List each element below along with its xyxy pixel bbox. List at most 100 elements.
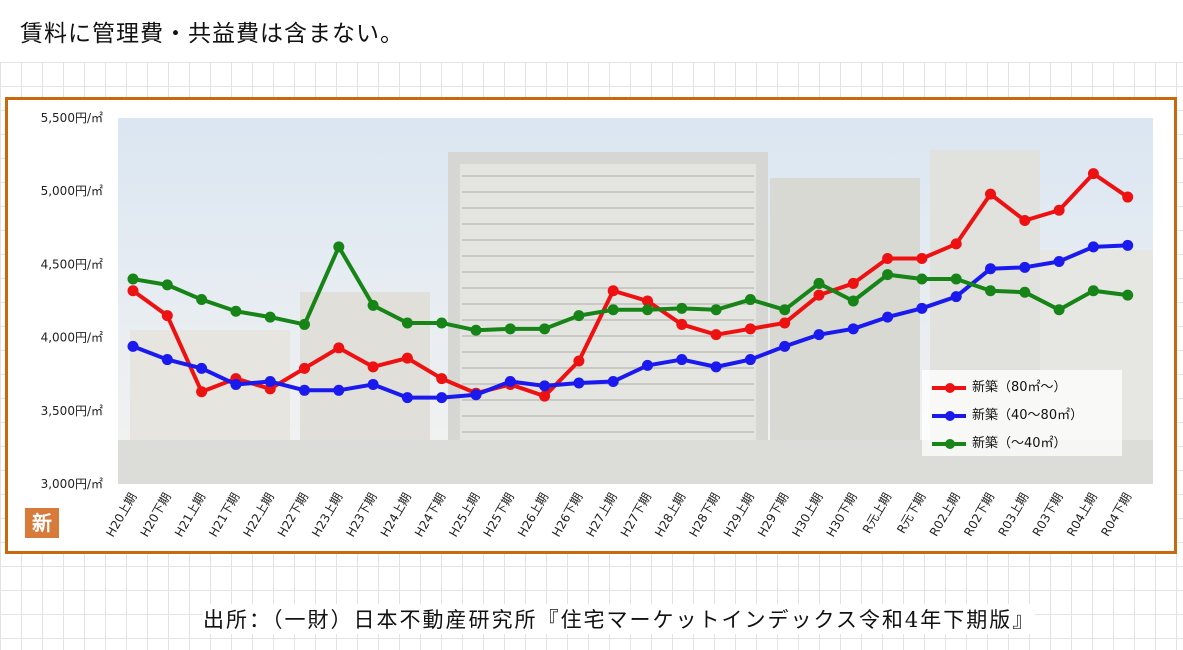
series-0-point xyxy=(367,361,379,373)
series-0-point xyxy=(436,373,448,385)
series-1-point xyxy=(1019,261,1031,273)
series-1-point xyxy=(539,380,551,392)
series-2-point xyxy=(367,299,379,311)
series-0-point xyxy=(1053,204,1065,216)
series-1-point xyxy=(573,377,585,389)
legend-label: 新築（～40㎡） xyxy=(972,436,1067,451)
series-2-point xyxy=(230,305,242,317)
x-tick-label: R02下期 xyxy=(961,491,997,539)
series-2-point xyxy=(1087,285,1099,297)
y-tick-label: 5,500円/㎡ xyxy=(41,111,103,125)
x-tick-label: H23上期 xyxy=(309,491,345,540)
legend-item-large: 新築（80㎡～） xyxy=(932,376,1067,395)
series-2-point xyxy=(333,241,345,253)
x-tick-label: H28上期 xyxy=(652,491,688,540)
series-line-0 xyxy=(131,171,1129,399)
x-tick-label: H20上期 xyxy=(103,491,139,540)
x-tick-label: R02上期 xyxy=(927,491,963,539)
legend-swatch-blue xyxy=(932,410,966,421)
series-1-point xyxy=(916,302,928,314)
series-1-point xyxy=(779,340,791,352)
series-0-point xyxy=(573,355,585,367)
series-0-point xyxy=(333,342,345,354)
series-2-point xyxy=(642,304,653,316)
series-2-point xyxy=(744,294,756,306)
series-0-point xyxy=(161,310,173,322)
x-tick-label: R03下期 xyxy=(1030,491,1066,539)
x-tick-label: R03上期 xyxy=(995,491,1031,539)
x-tick-label: H30上期 xyxy=(789,491,825,540)
series-1-point xyxy=(710,361,722,373)
series-2-point xyxy=(916,273,928,285)
x-tick-label: H21上期 xyxy=(172,491,208,540)
series-2-point xyxy=(573,310,585,322)
series-1-point xyxy=(1053,255,1065,267)
x-tick-label: H28下期 xyxy=(686,491,722,540)
x-tick-label: H22下期 xyxy=(275,491,311,540)
series-0-point xyxy=(676,318,688,330)
series-0-point xyxy=(813,289,825,301)
series-2-point xyxy=(676,302,688,314)
series-2-point xyxy=(1019,286,1031,298)
series-line-1 xyxy=(132,243,1128,400)
series-1-point xyxy=(950,291,962,303)
legend-swatch-green xyxy=(932,438,966,449)
series-2-point xyxy=(710,304,722,316)
y-tick-label: 3,000円/㎡ xyxy=(41,477,103,491)
series-0-point xyxy=(1019,214,1031,226)
series-2-point xyxy=(436,317,448,329)
x-tick-label: R元上期 xyxy=(860,491,894,536)
series-1-point xyxy=(401,392,413,404)
series-0-point xyxy=(882,253,894,265)
series-2-point xyxy=(299,318,310,330)
series-1-point xyxy=(642,359,653,371)
series-line-2 xyxy=(132,244,1128,333)
series-0-point xyxy=(779,317,791,329)
series-0-point xyxy=(299,362,310,374)
background-photo xyxy=(118,118,1153,484)
series-0-point xyxy=(642,295,653,307)
x-tick-label: H25上期 xyxy=(446,491,482,540)
series-1-point xyxy=(985,263,996,275)
new-build-badge: 新 xyxy=(25,508,59,538)
x-tick-label: H24上期 xyxy=(378,491,414,540)
series-1-point xyxy=(299,384,310,396)
legend-label: 新築（80㎡～） xyxy=(972,380,1067,395)
series-0-point xyxy=(127,285,139,297)
x-tick-label: H22上期 xyxy=(241,491,277,540)
series-1-point xyxy=(470,389,482,401)
x-tick-label: H25下期 xyxy=(481,491,517,540)
series-2-point xyxy=(264,311,276,323)
series-2-point xyxy=(813,277,825,289)
series-1-point xyxy=(333,384,345,396)
legend-label: 新築（40～80㎡） xyxy=(972,408,1084,423)
x-tick-label: H20下期 xyxy=(138,491,174,540)
x-tick-label: H27上期 xyxy=(584,491,620,540)
series-0-point xyxy=(744,323,756,335)
series-0-point xyxy=(607,285,619,297)
series-1-point xyxy=(230,378,242,390)
series-1-point xyxy=(367,378,379,390)
x-tick-label: H23下期 xyxy=(343,491,379,540)
x-tick-label: H24下期 xyxy=(412,491,448,540)
series-2-point xyxy=(985,285,996,297)
series-2-point xyxy=(779,304,791,316)
series-1-point xyxy=(676,354,688,366)
series-0-point xyxy=(539,390,551,402)
series-0-point xyxy=(985,188,996,200)
series-1-point xyxy=(161,354,173,366)
series-0-point xyxy=(401,352,413,364)
series-1-point xyxy=(1087,241,1099,253)
x-tick-label: H30下期 xyxy=(824,491,860,540)
series-1-point xyxy=(813,329,825,341)
series-1-point xyxy=(196,362,208,374)
series-2-point xyxy=(161,279,173,291)
series-1-point xyxy=(264,376,276,388)
series-2-point xyxy=(607,304,619,316)
series-2-point xyxy=(401,317,413,329)
series-2-point xyxy=(504,323,516,335)
y-tick-label: 4,000円/㎡ xyxy=(41,331,103,345)
series-1-point xyxy=(436,392,448,404)
x-tick-label: H29上期 xyxy=(721,491,757,540)
